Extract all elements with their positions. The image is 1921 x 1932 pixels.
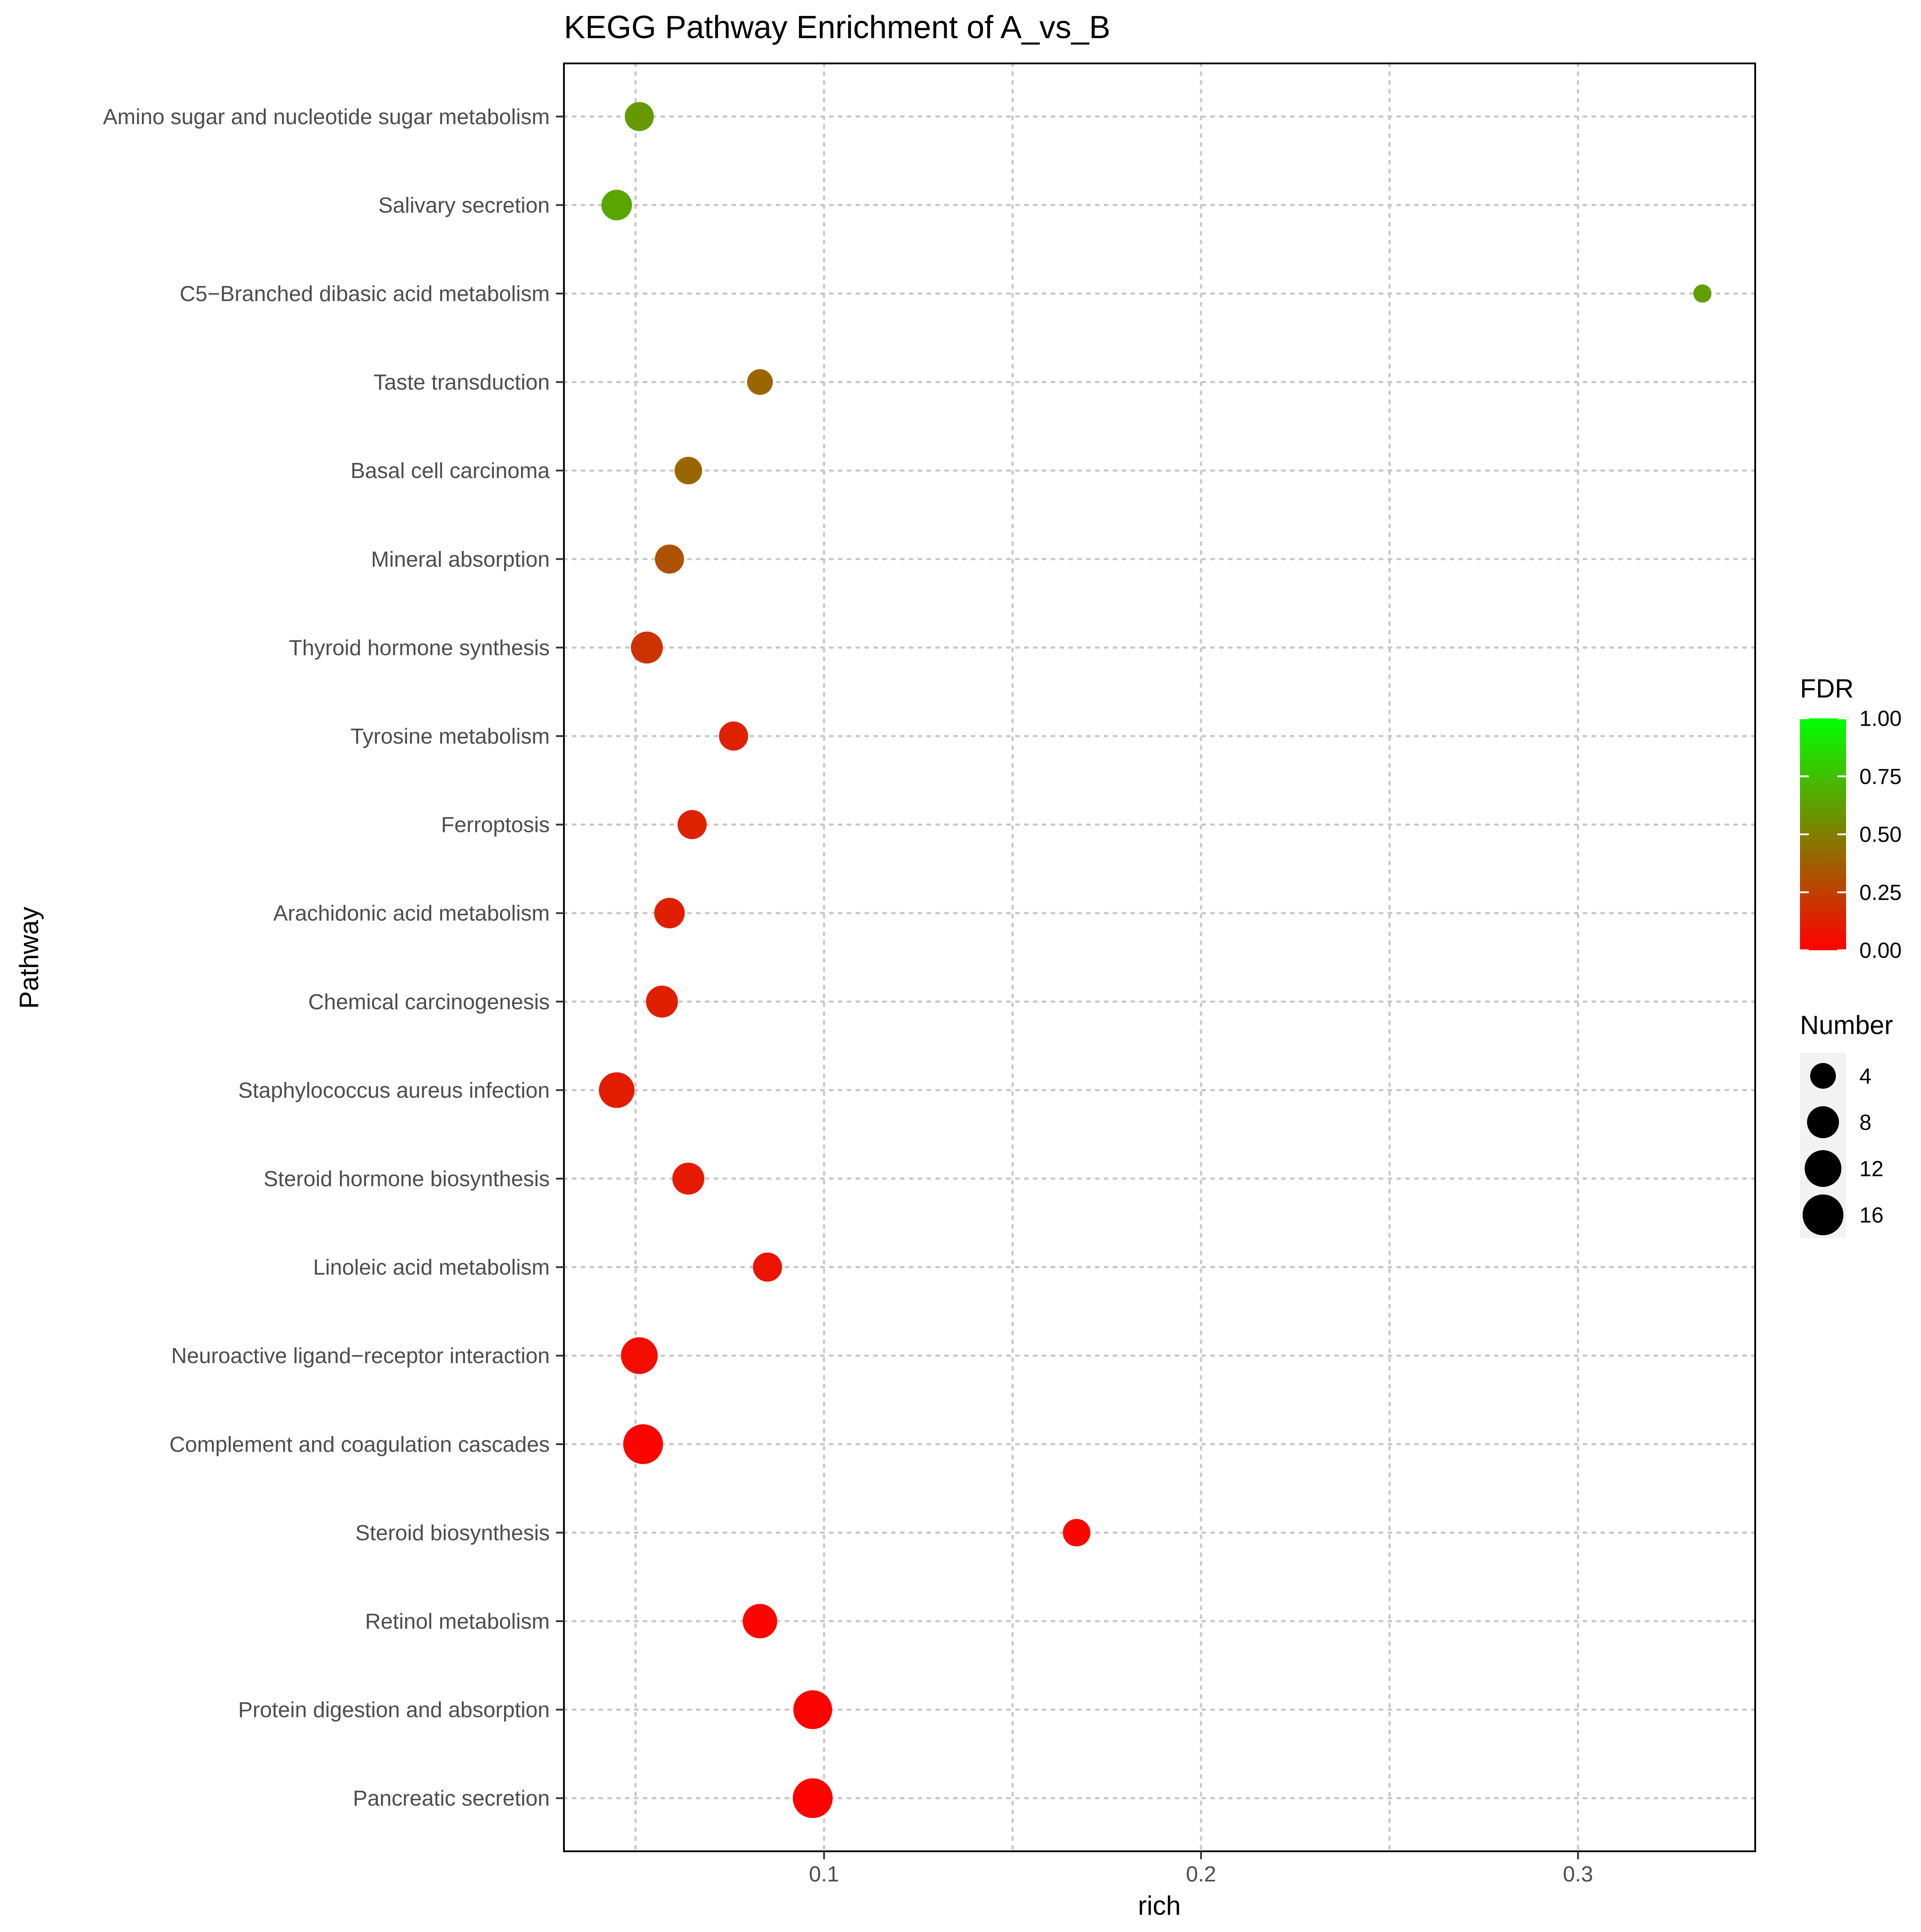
data-point [677, 810, 707, 839]
data-point [672, 1162, 704, 1195]
data-point [631, 631, 663, 664]
data-points [599, 102, 1712, 1818]
data-point [674, 457, 702, 485]
y-tick-label: Thyroid hormone synthesis [289, 636, 550, 660]
legend-size-label: 16 [1859, 1203, 1884, 1227]
data-point [623, 1424, 663, 1464]
data-point [654, 897, 685, 929]
y-tick-label: Pancreatic secretion [353, 1787, 550, 1811]
grid-lines [563, 62, 1757, 1853]
legend-size-key [1804, 1150, 1842, 1187]
y-tick-label: Neuroactive ligand−receptor interaction [171, 1344, 550, 1368]
x-tick-label: 0.1 [809, 1862, 839, 1886]
chart-title: KEGG Pathway Enrichment of A_vs_B [564, 10, 1111, 45]
y-tick-label: Mineral absorption [371, 548, 550, 572]
legend-size-key [1807, 1106, 1839, 1138]
y-tick-label: Retinol metabolism [365, 1610, 550, 1634]
legend-size-label: 4 [1859, 1064, 1871, 1088]
plot-panel-border [563, 63, 1756, 1852]
y-tick-label: Taste transduction [373, 371, 550, 395]
legend-size-key [1803, 1194, 1843, 1235]
y-tick-label: Protein digestion and absorption [238, 1698, 550, 1722]
x-tick-label: 0.3 [1563, 1862, 1593, 1886]
legend-fdr: FDR 1.00 0.75 0.50 0.25 0.00 [1800, 674, 1901, 963]
y-tick-label: Arachidonic acid metabolism [273, 901, 550, 925]
y-tick-label: Ferroptosis [441, 813, 550, 837]
data-point [601, 189, 632, 220]
legend-fdr-title: FDR [1800, 674, 1854, 703]
data-point [747, 369, 773, 395]
y-tick-label: Tyrosine metabolism [351, 725, 550, 749]
legend-number: Number 4 8 12 16 [1800, 1011, 1893, 1238]
data-point [719, 721, 748, 751]
y-tick-label: Steroid biosynthesis [355, 1521, 550, 1545]
legend-number-keys: 4 8 12 16 [1803, 1063, 1884, 1235]
y-tick-label: Amino sugar and nucleotide sugar metabol… [103, 105, 550, 129]
x-axis-ticks: 0.1 0.2 0.3 [809, 1851, 1593, 1886]
x-tick-label: 0.2 [1186, 1862, 1216, 1886]
data-point [743, 1604, 778, 1638]
y-tick-label: Complement and coagulation cascades [169, 1433, 550, 1457]
y-axis-ticks: Amino sugar and nucleotide sugar metabol… [103, 105, 564, 1811]
colorbar-tick-label: 0.00 [1859, 939, 1901, 963]
y-axis-title: Pathway [14, 907, 44, 1009]
fdr-colorbar-ticks: 1.00 0.75 0.50 0.25 0.00 [1800, 707, 1901, 963]
colorbar-tick-label: 1.00 [1859, 707, 1901, 731]
y-tick-label: Linoleic acid metabolism [313, 1256, 550, 1280]
data-point [655, 544, 684, 574]
data-point [753, 1252, 782, 1282]
legend-size-label: 12 [1859, 1157, 1884, 1181]
y-tick-label: Chemical carcinogenesis [308, 990, 550, 1014]
y-tick-label: Staphylococcus aureus infection [238, 1078, 550, 1102]
y-tick-label: Salivary secretion [378, 193, 550, 217]
data-point [793, 1690, 833, 1729]
colorbar-tick-label: 0.75 [1859, 765, 1901, 789]
y-tick-label: Basal cell carcinoma [351, 459, 550, 483]
data-point [1063, 1519, 1091, 1547]
data-point [793, 1778, 833, 1818]
colorbar-tick-label: 0.25 [1859, 881, 1901, 905]
colorbar-tick-label: 0.50 [1859, 823, 1901, 847]
legend-size-label: 8 [1859, 1111, 1871, 1135]
data-point [599, 1072, 635, 1108]
y-tick-label: Steroid hormone biosynthesis [263, 1167, 550, 1191]
y-tick-label: C5−Branched dibasic acid metabolism [180, 282, 550, 306]
x-axis-title: rich [1138, 1891, 1181, 1920]
data-point [1693, 284, 1712, 303]
legend-size-key [1810, 1063, 1836, 1089]
legend-number-title: Number [1800, 1011, 1893, 1040]
data-point [646, 985, 678, 1018]
data-point [621, 1337, 658, 1374]
data-point [625, 102, 654, 131]
